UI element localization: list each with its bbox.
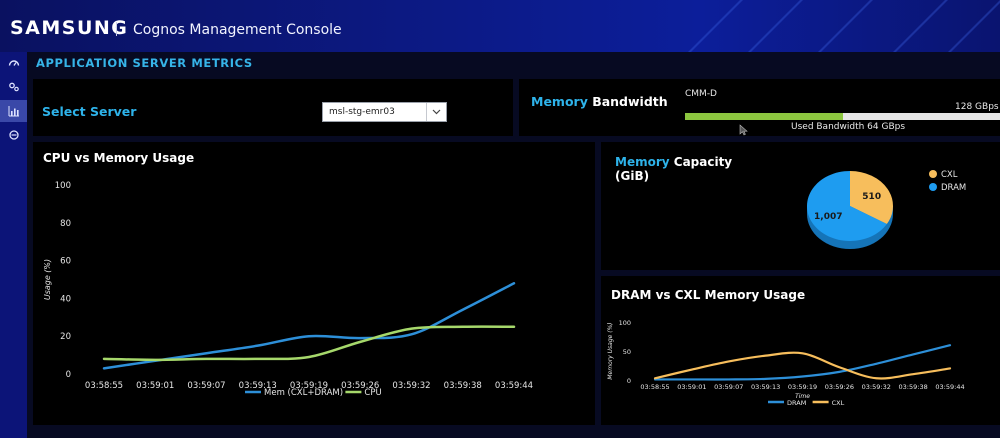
circle-icon <box>8 130 19 140</box>
capacity-panel <box>601 142 1000 270</box>
x-tick-label: 03:59:38 <box>899 383 928 391</box>
capacity-pie-chart: 510 1,007 CXL DRAM <box>807 170 966 249</box>
sidebar-item-other[interactable] <box>0 124 27 146</box>
bandwidth-panel <box>519 79 1000 136</box>
y-axis-title: Usage (%) <box>43 259 52 300</box>
cpu-chart-title: CPU vs Memory Usage <box>43 151 195 165</box>
chevron-down-icon <box>426 103 446 121</box>
bandwidth-progress-bar <box>685 113 1000 120</box>
x-tick-label: 03:59:26 <box>341 381 379 391</box>
app-title: Cognos Management Console <box>133 22 342 38</box>
bandwidth-device: CMM-D <box>685 89 717 99</box>
x-tick-label: 03:59:32 <box>862 383 891 391</box>
x-tick-label: 03:59:44 <box>935 383 964 391</box>
x-tick-label: 03:59:19 <box>290 381 328 391</box>
y-tick-label: 50 <box>623 348 631 356</box>
y-tick-label: 20 <box>60 332 71 342</box>
x-tick-label: 03:59:01 <box>136 381 174 391</box>
x-axis-title: Time <box>795 393 810 400</box>
dashboard-icon <box>8 60 19 66</box>
pie-slice-label: 1,007 <box>814 212 842 222</box>
x-tick-label: 03:59:44 <box>495 381 533 391</box>
pie-slice-label: 510 <box>862 192 881 202</box>
legend-marker <box>929 183 937 191</box>
sidebar-item-metrics[interactable] <box>0 100 27 122</box>
bandwidth-max-label: 128 GBps <box>955 102 999 112</box>
capacity-title: Memory Capacity <box>615 155 733 169</box>
y-tick-label: 100 <box>55 181 71 191</box>
sidebar-item-settings[interactable] <box>0 76 27 98</box>
y-tick-label: 40 <box>60 294 71 304</box>
cpu-memory-panel <box>33 142 595 425</box>
legend-label: DRAM <box>787 399 806 407</box>
y-tick-label: 100 <box>619 319 631 327</box>
settings-icon <box>8 82 19 92</box>
bandwidth-progress-fill <box>685 113 843 120</box>
x-tick-label: 03:59:01 <box>677 383 706 391</box>
cpu-memory-chart: 0 20 40 60 80 100 03:58:55 03:59:01 03:59:07 03:5… <box>43 181 533 398</box>
x-tick-label: 03:59:07 <box>714 383 743 391</box>
server-select-dropdown[interactable]: msl-stg-emr03 <box>322 102 447 122</box>
dram-chart-title: DRAM vs CXL Memory Usage <box>611 288 806 302</box>
y-tick-label: 80 <box>60 219 71 229</box>
dram-cxl-chart: 0 50 100 03:58:55 03:59:01 03:59:07 03:59:13 03… <box>607 319 965 407</box>
brand-logo: SAMSUNG <box>10 17 129 39</box>
x-tick-label: 03:58:55 <box>640 383 669 391</box>
y-tick-label: 60 <box>60 257 71 267</box>
legend-label: CXL <box>941 170 958 180</box>
y-tick-label: 0 <box>66 370 71 380</box>
header-divider <box>116 22 117 36</box>
x-tick-label: 03:59:32 <box>392 381 430 391</box>
bandwidth-used-label: Used Bandwidth 64 GBps <box>791 122 906 132</box>
legend-label: DRAM <box>941 183 966 193</box>
bandwidth-title: Memory Bandwidth <box>531 94 668 109</box>
capacity-subtitle: (GiB) <box>615 169 650 183</box>
dram-cxl-panel <box>601 276 1000 425</box>
legend-label: Mem (CXL+DRAM) <box>264 388 343 398</box>
bar-chart-icon <box>8 106 19 117</box>
server-select-value: msl-stg-emr03 <box>329 107 395 117</box>
sidebar <box>0 52 27 438</box>
legend-label: CPU <box>364 388 381 398</box>
y-axis-title: Memory Usage (%) <box>607 322 614 379</box>
x-tick-label: 03:58:55 <box>85 381 123 391</box>
page-title: APPLICATION SERVER METRICS <box>36 56 253 70</box>
pie-slice-dram <box>807 171 887 241</box>
server-select-label: Select Server <box>42 104 137 119</box>
series-line-1 <box>102 325 516 362</box>
x-tick-label: 03:59:13 <box>239 381 277 391</box>
y-tick-label: 0 <box>627 377 631 385</box>
legend-marker <box>929 170 937 178</box>
sidebar-item-dashboard[interactable] <box>0 52 27 74</box>
x-tick-label: 03:59:07 <box>187 381 225 391</box>
x-tick-label: 03:59:38 <box>444 381 482 391</box>
app-header: SAMSUNG Cognos Management Console <box>0 0 1000 52</box>
pie-slice-cxl <box>850 171 893 225</box>
x-tick-label: 03:59:19 <box>788 383 817 391</box>
mouse-cursor-icon <box>739 124 748 136</box>
x-tick-label: 03:59:26 <box>825 383 854 391</box>
x-tick-label: 03:59:13 <box>751 383 780 391</box>
legend-label: CXL <box>832 399 845 407</box>
